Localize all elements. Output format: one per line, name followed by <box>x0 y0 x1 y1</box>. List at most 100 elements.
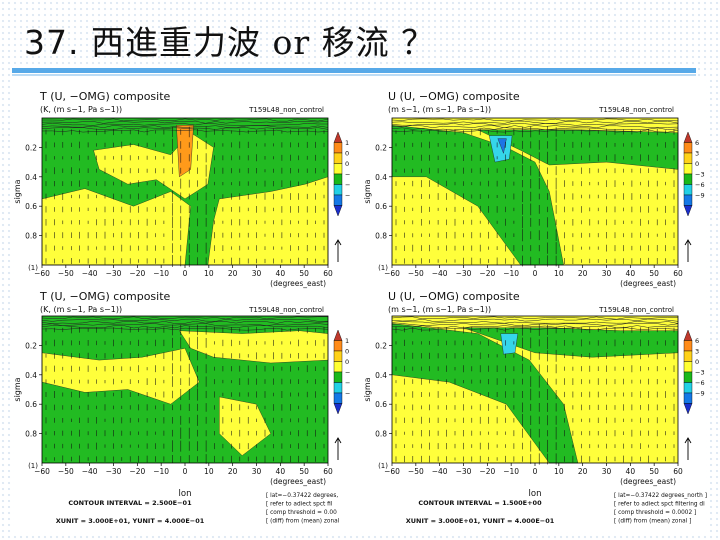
x-tick-label: 30 <box>252 269 262 278</box>
slide-title: 37. 西進重力波 or 移流 ？ <box>24 16 435 64</box>
x-tick-label: −40 <box>82 269 98 278</box>
colorbar-swatch <box>683 163 693 175</box>
colorbar-swatch <box>683 173 693 185</box>
y-tick-label: 0.2 <box>25 143 37 152</box>
contour-line <box>391 323 679 326</box>
x-tick-label: −30 <box>106 269 122 278</box>
y-tick-label: 0.6 <box>375 400 387 409</box>
x-tick-label: −50 <box>408 269 424 278</box>
panel-title: U (U, −OMG) composite <box>388 290 520 303</box>
x-tick-label: 60 <box>323 467 333 476</box>
y-tick-label: 0.2 <box>375 143 387 152</box>
x-tick-label: 10 <box>204 467 214 476</box>
x-axis-label: (degrees_east) <box>270 279 326 288</box>
colorbar-label: −9 <box>695 390 705 398</box>
x-tick-label: 40 <box>626 269 636 278</box>
colorbar-label: 0 <box>345 348 349 356</box>
colorbar-swatch <box>333 142 343 154</box>
x-tick-label: −60 <box>384 467 400 476</box>
contour-line <box>41 318 328 322</box>
contour-interval-text: CONTOUR INTERVAL = 1.500E+00 <box>418 499 542 507</box>
contour-line <box>391 127 679 131</box>
contour-line <box>41 320 329 324</box>
contour-line <box>41 125 329 129</box>
colorbar-swatch <box>683 382 693 394</box>
contour-line <box>391 316 679 320</box>
y-tick-label: 0.4 <box>375 371 387 380</box>
filter-note: [ refer to adiect spct filtering di <box>614 502 705 508</box>
x-tick-label: 50 <box>649 467 659 476</box>
positive-core <box>176 125 194 178</box>
colorbar-swatch <box>683 361 693 373</box>
colorbar-label: 0 <box>695 358 699 366</box>
contour-line <box>391 122 679 126</box>
colorbar-label: 6 <box>695 139 699 147</box>
reference-vector-arrowhead <box>334 437 342 444</box>
panel-title: T (U, −OMG) composite <box>39 290 171 303</box>
colorbar-label: 3 <box>695 150 699 158</box>
x-tick-label: −50 <box>408 467 424 476</box>
panel-subtitle: (K, (m s−1, Pa s−1)) <box>40 105 122 114</box>
contour-footer-2: CONTOUR INTERVAL = 1.500E+00 XUNIT = 3.00… <box>406 493 707 525</box>
x-tick-label: 10 <box>204 269 214 278</box>
x-tick-label: 40 <box>276 269 286 278</box>
filter-note: [ refer to adiect spct fil <box>266 502 333 508</box>
colorbar-label: −6 <box>695 181 705 189</box>
colorbar-label: − <box>345 379 350 387</box>
y-tick-label: 0.6 <box>25 400 37 409</box>
panel-subtitle: (K, (m s−1, Pa s−1)) <box>40 305 122 314</box>
y-tick-label: 0.8 <box>375 430 387 439</box>
x-tick-label: 20 <box>228 269 238 278</box>
strong-negative-core <box>488 135 513 163</box>
chart-panel-1: T (U, −OMG) composite (K, (m s−1, Pa s−1)… <box>13 90 350 288</box>
contour-line <box>391 318 679 322</box>
colorbar-label: 0 <box>695 160 699 168</box>
x-tick-label: −20 <box>129 467 145 476</box>
y-axis-label: sigma <box>13 377 22 401</box>
unit-reference: (1) <box>28 264 38 272</box>
strongest-negative-core <box>497 138 507 155</box>
x-tick-label: 0 <box>533 269 538 278</box>
run-name: T159L48_non_control <box>248 306 324 314</box>
colorbar-label: −3 <box>695 171 705 179</box>
y-tick-label: 0.4 <box>375 173 387 182</box>
x-tick-label: 60 <box>673 467 683 476</box>
filter-note: [ (diff) from (mean) zonal ] <box>614 519 691 525</box>
colorbar-swatch <box>683 205 693 217</box>
chart-panel-2: U (U, −OMG) composite (m s−1, (m s−1, Pa … <box>363 90 705 288</box>
axis-units-text: XUNIT = 3.000E+01, YUNIT = 4.000E−01 <box>406 517 555 525</box>
colorbar-swatch <box>333 163 343 175</box>
colorbar-swatch <box>683 142 693 154</box>
colorbar-label: 0 <box>345 358 349 366</box>
y-tick-label: 0.8 <box>25 232 37 241</box>
x-tick-label: 40 <box>276 467 286 476</box>
contour-line <box>391 327 679 331</box>
colorbar-swatch <box>683 131 693 143</box>
colorbar-label: −6 <box>695 379 705 387</box>
colorbar-label: −9 <box>695 192 705 200</box>
x-tick-label: 50 <box>299 269 309 278</box>
colorbar-swatch <box>683 329 693 341</box>
colorbar-swatch <box>683 194 693 206</box>
colorbar-swatch <box>333 371 343 383</box>
contour-line <box>41 316 328 320</box>
title-westward-gravity-wave: 西進重力波 <box>90 23 261 62</box>
x-tick-label: −40 <box>82 467 98 476</box>
x-axis-label: (degrees_east) <box>620 477 676 486</box>
filter-note: [ lat=−0.37422 degrees_north ] <box>614 493 707 499</box>
colorbar-swatch <box>333 329 343 341</box>
contour-interval-text: CONTOUR INTERVAL = 2.500E−01 <box>68 499 192 507</box>
contour-line <box>391 118 679 122</box>
colorbar-swatch <box>333 205 343 217</box>
x-tick-label: −60 <box>384 269 400 278</box>
y-tick-label: 0.8 <box>375 232 387 241</box>
contour-line <box>41 325 329 329</box>
colorbar-label: − <box>345 171 350 179</box>
x-tick-label: 60 <box>673 269 683 278</box>
x-tick-label: 30 <box>602 467 612 476</box>
x-tick-label: 0 <box>183 269 188 278</box>
x-tick-label: 30 <box>252 467 262 476</box>
contour-line <box>41 122 328 126</box>
y-axis-label: sigma <box>363 377 372 401</box>
chart-panel-4: U (U, −OMG) composite (m s−1, (m s−1, Pa … <box>363 290 705 499</box>
